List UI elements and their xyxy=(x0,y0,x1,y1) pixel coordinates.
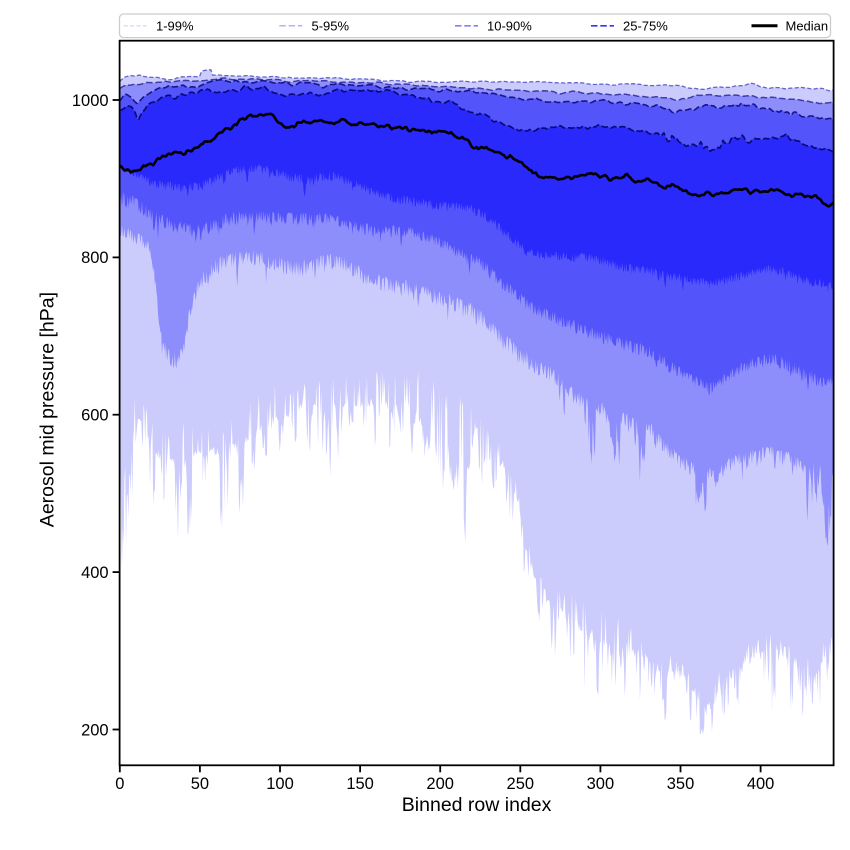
svg-text:250: 250 xyxy=(507,775,535,793)
svg-text:200: 200 xyxy=(426,775,454,793)
svg-text:100: 100 xyxy=(266,775,294,793)
svg-text:150: 150 xyxy=(346,775,374,793)
svg-text:25-75%: 25-75% xyxy=(623,18,668,33)
svg-text:350: 350 xyxy=(667,775,695,793)
svg-text:5-95%: 5-95% xyxy=(312,18,350,33)
svg-text:400: 400 xyxy=(81,564,109,582)
svg-text:200: 200 xyxy=(81,721,109,739)
svg-text:Binned row index: Binned row index xyxy=(402,794,552,816)
svg-text:800: 800 xyxy=(81,249,109,267)
svg-text:Aerosol mid pressure [hPa]: Aerosol mid pressure [hPa] xyxy=(37,292,59,527)
svg-text:1-99%: 1-99% xyxy=(156,18,194,33)
svg-text:400: 400 xyxy=(747,775,775,793)
svg-text:1000: 1000 xyxy=(72,92,109,110)
svg-text:10-90%: 10-90% xyxy=(487,18,532,33)
svg-text:600: 600 xyxy=(81,407,109,425)
svg-text:Median: Median xyxy=(786,18,829,33)
svg-text:50: 50 xyxy=(191,775,209,793)
svg-text:0: 0 xyxy=(115,775,124,793)
svg-text:300: 300 xyxy=(587,775,615,793)
